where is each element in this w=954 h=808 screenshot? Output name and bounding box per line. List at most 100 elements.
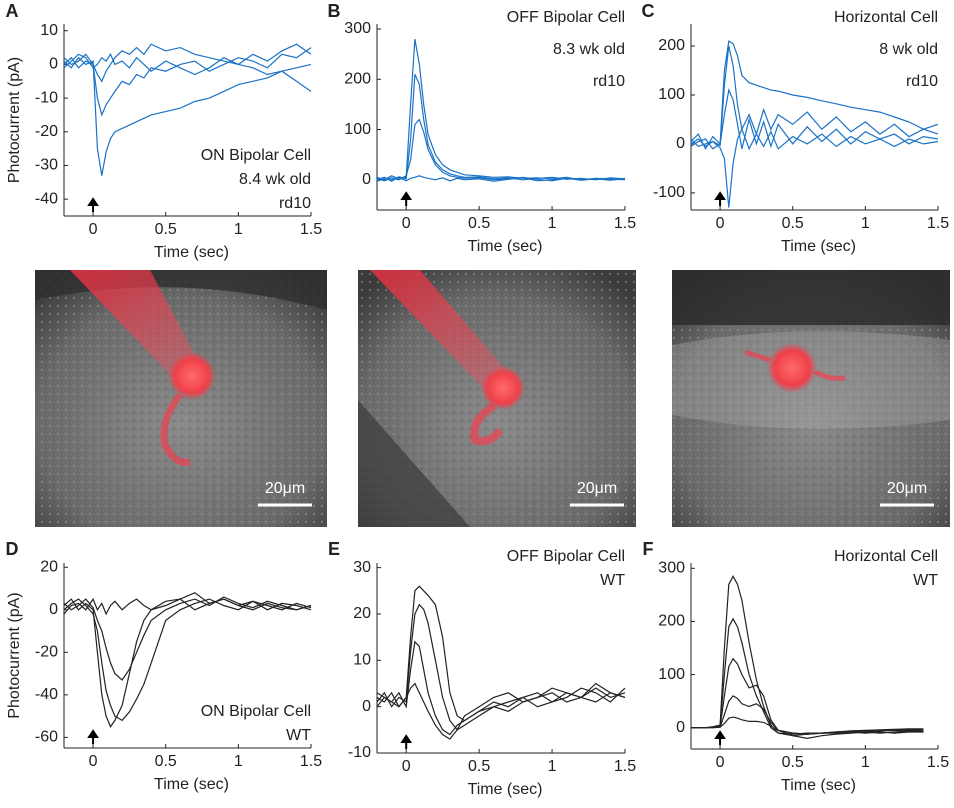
x-axis-label: Time (sec) [154,776,229,793]
y-tick-label: -30 [35,157,58,174]
trace [63,43,312,92]
x-tick-label: 0 [402,215,411,232]
x-tick-label: 1.5 [927,754,949,771]
y-tick-label: 100 [344,121,371,138]
annotation: OFF Bipolar Cell [507,548,625,565]
micrograph: 20μm [672,270,950,527]
chart: B 0 100 200 300 0 0.5 1 1.5 Time (sec) OFF Bipolar… [328,1,637,255]
scale-bar-label: 20μm [265,480,305,497]
y-tick-label: 10 [353,652,371,669]
annotation: ON Bipolar Cell [201,703,311,720]
trace [63,596,312,681]
y-tick-label: 300 [658,560,685,577]
trace [691,695,924,735]
panel-label: F [643,539,654,559]
x-tick-label: 0 [402,758,411,775]
x-tick-label: 1 [861,215,870,232]
trace [376,603,626,731]
chart: E -10 0 10 20 30 0 0.5 1 1.5 Time (sec) OFF Bipolar… [328,539,636,798]
stimulus-arrow [87,729,99,744]
annotation: WT [600,572,625,589]
y-axis-label: Photocurrent (pA) [6,57,23,183]
x-tick-label: 0.5 [155,753,177,770]
x-tick-label: 1 [548,215,557,232]
x-tick-label: 1 [548,758,557,775]
y-tick-label: 30 [353,559,371,576]
trace [376,118,626,182]
x-tick-label: 1.5 [614,758,636,775]
x-axis-label: Time (sec) [468,781,543,798]
trace [376,640,626,736]
annotation: Horizontal Cell [834,548,938,565]
y-tick-label: -40 [35,686,58,703]
panel-label: C [642,1,655,21]
y-tick-label: -40 [35,190,58,207]
annotation: 8 wk old [879,41,938,58]
scale-bar-label: 20μm [887,480,927,497]
micrograph: 20μm [35,270,327,527]
y-tick-label: -100 [653,184,685,201]
x-tick-label: 1.5 [300,221,322,238]
x-tick-label: 1.5 [300,753,322,770]
y-axis-label: Photocurrent (pA) [6,592,23,718]
x-tick-label: 0.5 [468,758,490,775]
trace [376,38,626,181]
y-tick-label: -20 [35,123,58,140]
y-tick-label: -60 [35,729,58,746]
trace [691,657,924,740]
x-tick-label: 1 [234,753,243,770]
trace [63,598,312,722]
micrograph: 20μm [358,270,636,527]
trace [691,617,924,735]
y-tick-label: 200 [658,613,685,630]
annotation: WT [913,572,938,589]
stimulus-arrow [714,730,726,745]
stimulus-arrow [400,191,413,206]
x-tick-label: 1.5 [927,215,949,232]
annotation: OFF Bipolar Cell [507,9,625,26]
x-tick-label: 0.5 [155,221,177,238]
y-tick-label: 200 [344,71,371,88]
annotation: rd10 [593,73,625,90]
x-tick-label: 0.5 [782,754,804,771]
x-axis-label: Time (sec) [781,777,856,794]
trace [63,43,312,76]
y-tick-label: 0 [49,601,58,618]
x-tick-label: 0 [89,221,98,238]
trace [63,56,312,176]
x-axis-label: Time (sec) [154,244,229,261]
y-tick-label: 100 [658,86,685,103]
annotation: rd10 [906,73,938,90]
y-tick-label: 100 [658,666,685,683]
trace [63,592,312,616]
panel-label: E [328,539,340,559]
y-tick-label: 0 [362,698,371,715]
annotation: Horizontal Cell [834,9,938,26]
x-tick-label: 0 [716,754,725,771]
panel-label: B [328,1,341,21]
y-tick-label: 0 [676,719,685,736]
y-tick-label: 300 [344,20,371,37]
chart: C -100 0 100 200 0 0.5 1 1.5 Time (sec) Horizontal… [642,1,950,255]
y-tick-label: 20 [40,558,58,575]
chart: F 0 100 200 300 0 0.5 1 1.5 Time (sec) Horizontal … [643,539,950,794]
panel-label: A [6,1,19,21]
x-axis-label: Time (sec) [781,238,856,255]
trace [63,47,312,117]
x-tick-label: 1 [234,221,243,238]
x-tick-label: 0 [89,753,98,770]
annotation: 8.4 wk old [239,171,311,188]
stimulus-arrow [714,191,726,206]
scale-bar-label: 20μm [577,480,617,497]
annotation: ON Bipolar Cell [201,147,311,164]
x-tick-label: 0.5 [782,215,804,232]
chart: A -40 -30 -20 -10 0 10 0 0.5 1 1.5 Time (sec) Photoc… [6,1,323,261]
trace [376,175,626,182]
x-tick-label: 0.5 [468,215,490,232]
y-tick-label: 10 [40,22,58,39]
y-tick-label: 0 [362,171,371,188]
trace [376,585,626,722]
trace [690,88,939,150]
chart: D -60 -40 -20 0 20 0 0.5 1 1.5 Time (sec) Photocurr… [6,539,323,793]
stimulus-arrow [400,734,413,749]
